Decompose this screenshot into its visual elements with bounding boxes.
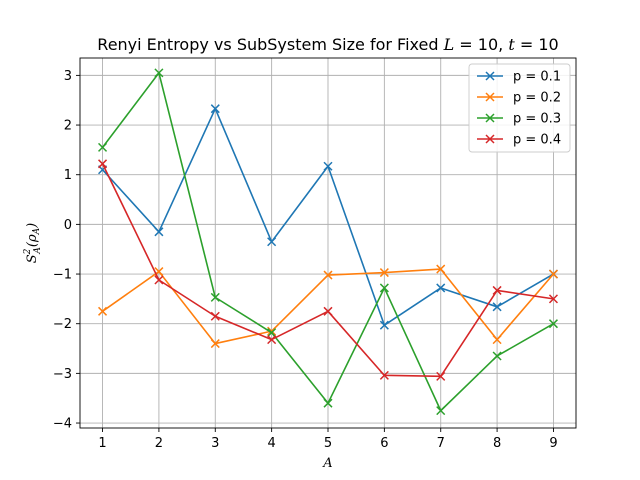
legend-label: p = 0.4 <box>513 133 561 148</box>
data-point <box>548 269 558 279</box>
x-tick-label: 1 <box>98 436 106 451</box>
y-tick-label: −2 <box>53 317 72 332</box>
series-layer <box>98 68 558 416</box>
data-point <box>323 398 333 408</box>
legend-label: p = 0.3 <box>513 112 561 127</box>
y-tick-label: 3 <box>64 69 72 84</box>
legend-label: p = 0.2 <box>513 91 561 106</box>
data-point <box>210 104 220 114</box>
x-axis-label: A <box>322 456 332 471</box>
data-point <box>210 339 220 349</box>
chart-title: Renyi Entropy vs SubSystem Size for Fixe… <box>97 35 558 54</box>
data-point <box>98 142 108 152</box>
data-point <box>267 326 277 336</box>
y-tick-label: 1 <box>64 168 72 183</box>
data-point <box>548 319 558 329</box>
data-point <box>379 268 389 278</box>
data-point <box>436 371 446 381</box>
data-point <box>436 264 446 274</box>
data-point <box>379 370 389 380</box>
y-tick-label: −1 <box>53 268 72 283</box>
y-axis-label: S2A(ρA) <box>23 223 43 263</box>
y-tick-label: 2 <box>64 119 72 134</box>
data-point <box>323 306 333 316</box>
x-tick-label: 9 <box>549 436 557 451</box>
legend: p = 0.1 p = 0.2 p = 0.3 p = 0.4 <box>468 63 571 153</box>
data-point <box>210 311 220 321</box>
data-point <box>436 406 446 416</box>
legend-marker <box>485 92 495 102</box>
legend-entry: p = 0.3 <box>477 112 561 127</box>
y-tick-label: −3 <box>53 367 72 382</box>
x-tick-label: 8 <box>493 436 501 451</box>
legend-entry: p = 0.4 <box>477 133 561 148</box>
legend-label: p = 0.1 <box>513 70 561 85</box>
legend-entry: p = 0.2 <box>477 91 561 106</box>
x-tick-label: 4 <box>267 436 275 451</box>
data-point <box>323 270 333 280</box>
data-point <box>267 335 277 345</box>
data-point <box>379 320 389 330</box>
ticks: 1 2 3 4 5 6 7 8 9 3 2 1 0 −1 −2 −3 −4 <box>53 69 558 451</box>
data-point <box>154 275 164 285</box>
x-tick-label: 7 <box>437 436 445 451</box>
data-point <box>98 159 108 169</box>
y-tick-label: 0 <box>64 218 72 233</box>
data-point <box>323 161 333 171</box>
data-point <box>548 294 558 304</box>
data-point <box>267 328 277 338</box>
x-tick-label: 6 <box>380 436 388 451</box>
data-point <box>154 227 164 237</box>
series-3 <box>98 68 558 416</box>
series-2 <box>98 264 558 349</box>
data-point <box>492 302 502 312</box>
y-tick-label: −4 <box>53 417 72 432</box>
data-point <box>492 335 502 345</box>
data-point <box>98 306 108 316</box>
data-point <box>210 292 220 302</box>
x-tick-label: 5 <box>324 436 332 451</box>
series-4 <box>98 159 558 381</box>
x-tick-label: 3 <box>211 436 219 451</box>
legend-marker <box>485 134 495 144</box>
data-point <box>492 351 502 361</box>
data-point <box>267 237 277 247</box>
legend-marker <box>485 71 495 81</box>
data-point <box>492 285 502 295</box>
data-point <box>436 283 446 293</box>
legend-box <box>468 63 571 153</box>
legend-entry: p = 0.1 <box>477 70 561 85</box>
x-tick-label: 2 <box>155 436 163 451</box>
data-point <box>379 283 389 293</box>
legend-marker <box>485 113 495 123</box>
data-point <box>154 68 164 78</box>
